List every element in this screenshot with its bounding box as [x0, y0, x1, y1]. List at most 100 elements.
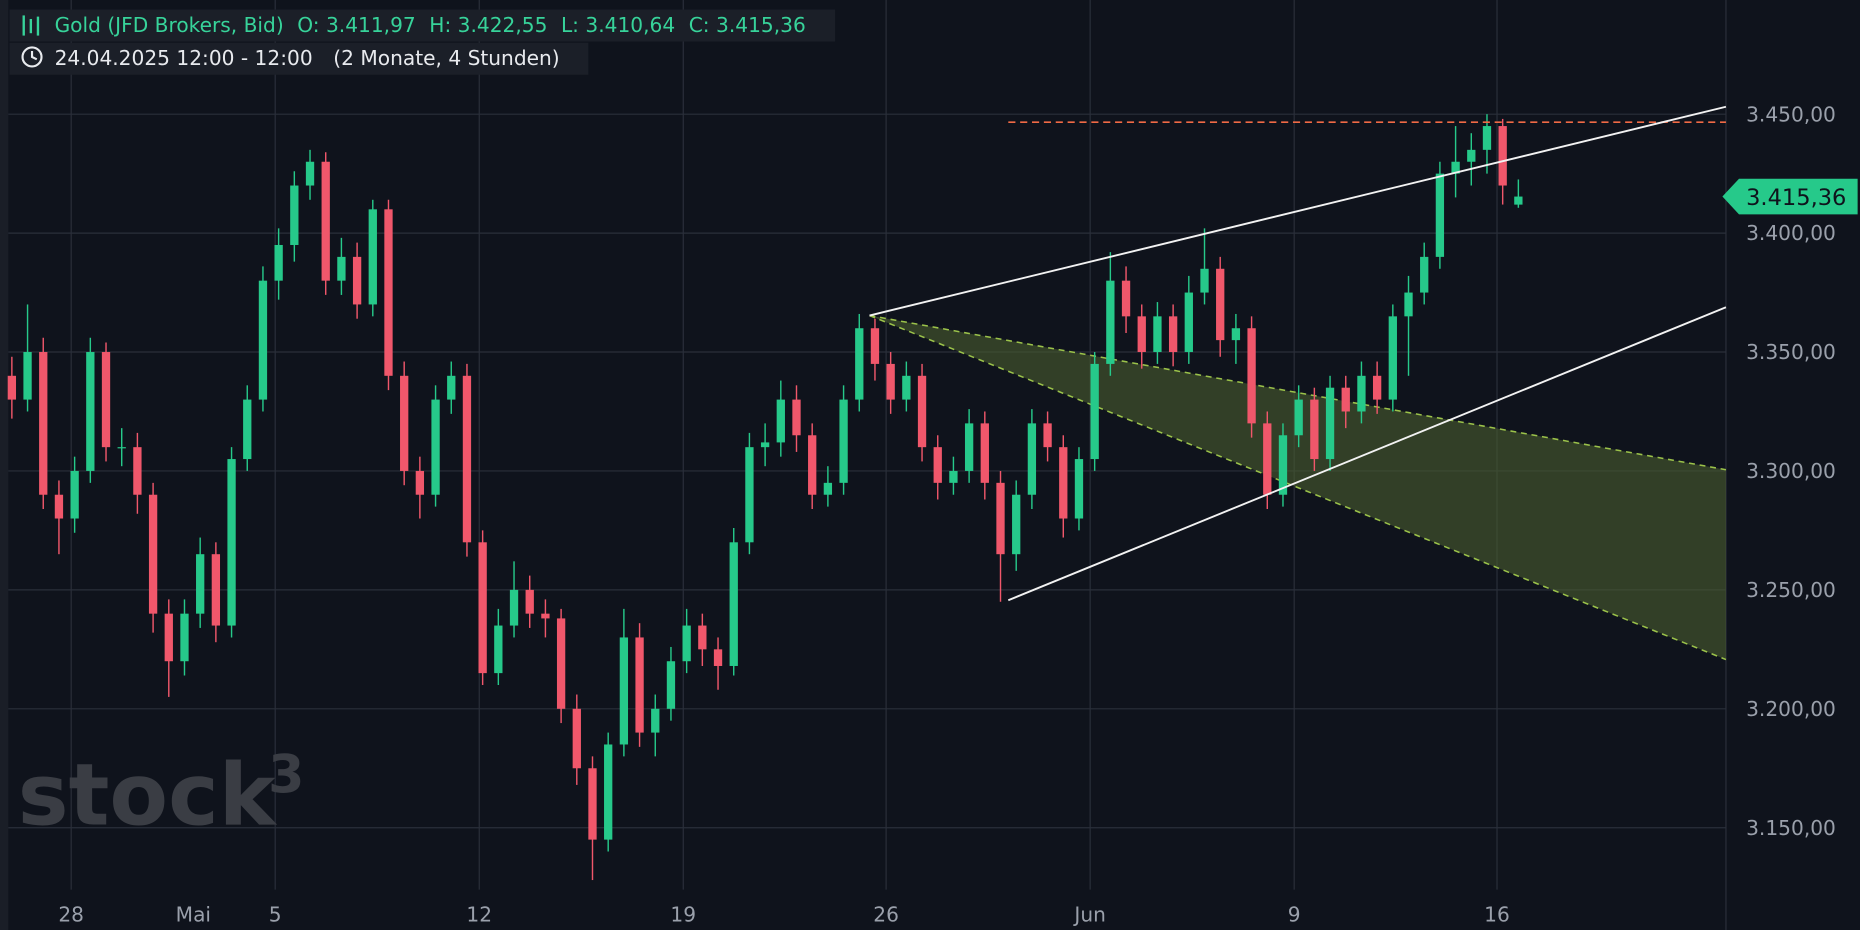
- candle-body: [352, 256, 362, 305]
- candle-body: [447, 375, 456, 400]
- candle-body: [1012, 494, 1021, 555]
- candle-body: [604, 744, 613, 840]
- l-value: 3.410,64: [585, 13, 675, 37]
- candle-body: [1184, 292, 1193, 353]
- candle-body: [964, 423, 974, 471]
- candle-body: [478, 542, 487, 674]
- triangle-edge: [869, 314, 1727, 661]
- trend-line: [869, 105, 1727, 317]
- header-box: [9, 9, 836, 42]
- c-label: C:: [689, 13, 710, 37]
- x-tick-label: 19: [670, 903, 696, 927]
- left-edge: [0, 0, 9, 930]
- bars-icon: [22, 15, 40, 36]
- candle-body: [400, 375, 409, 471]
- candle-body: [933, 447, 942, 483]
- x-tick-label: 5: [269, 903, 282, 927]
- candle-body: [949, 470, 958, 483]
- candle-body: [651, 708, 660, 733]
- candle-body: [1263, 423, 1272, 495]
- candle-body: [682, 625, 691, 662]
- candle-body: [1043, 423, 1052, 448]
- candle-body: [54, 494, 64, 519]
- candle-body: [1341, 387, 1350, 412]
- candle-body: [1357, 375, 1366, 412]
- c-value: 3.415,36: [716, 13, 806, 37]
- candle-body: [635, 637, 644, 733]
- price-tag-label: 3.415,36: [1746, 185, 1846, 211]
- candle-body: [525, 589, 534, 614]
- candle-body: [619, 637, 629, 745]
- h-value: 3.422,55: [458, 13, 548, 37]
- candle-body: [902, 375, 911, 400]
- candle-body: [1498, 126, 1507, 186]
- y-tick-label: 3.400,00: [1746, 221, 1836, 245]
- candle-body: [1514, 196, 1523, 205]
- trend-line: [1007, 306, 1727, 602]
- candle-body: [227, 459, 236, 626]
- candle-body: [23, 352, 32, 400]
- candle-body: [133, 447, 142, 495]
- candle-body: [917, 375, 927, 448]
- candle-body: [886, 363, 895, 400]
- candle-body: [1137, 316, 1146, 353]
- o-value: 3.411,97: [326, 13, 416, 37]
- candle-body: [980, 423, 989, 483]
- l-label: L:: [561, 13, 579, 37]
- header-line: Gold (JFD Brokers, Bid) O: 3.411,97 H: 3…: [55, 13, 806, 37]
- candle-body: [258, 280, 268, 400]
- x-tick-label: 26: [873, 903, 899, 927]
- candle-body: [494, 625, 503, 674]
- candle-body: [117, 447, 126, 449]
- candle-body: [337, 256, 346, 281]
- candle-body: [1153, 316, 1162, 353]
- candle-body: [713, 649, 723, 666]
- x-tick-label: Mai: [176, 903, 211, 927]
- candle-body: [1059, 447, 1068, 519]
- candle-body: [1168, 316, 1178, 353]
- candle-body: [39, 352, 48, 495]
- candle-body: [729, 542, 738, 666]
- candle-body: [1310, 399, 1319, 460]
- candle-body: [86, 352, 95, 471]
- candle-body: [70, 470, 79, 519]
- candle-body: [792, 399, 801, 436]
- x-tick-label: 16: [1484, 903, 1510, 927]
- candle-body: [698, 625, 707, 650]
- candle-body: [1435, 173, 1445, 257]
- candle-body: [1278, 435, 1288, 495]
- candle-body: [996, 482, 1005, 555]
- price-tag: [1722, 178, 1858, 215]
- y-tick-label: 3.450,00: [1746, 102, 1836, 126]
- candle-body: [1231, 328, 1241, 341]
- x-tick-label: 28: [58, 903, 84, 927]
- axes: 3.450,00 3.400,00 3.350,00 3.300,00 3.250,00…: [58, 102, 1858, 927]
- candle-body: [760, 442, 770, 448]
- candle-body: [1467, 149, 1476, 162]
- candle-body: [1247, 328, 1256, 424]
- candle-body: [588, 768, 597, 840]
- candle-body: [541, 613, 550, 619]
- y-tick-label: 3.350,00: [1746, 340, 1836, 364]
- candle-body: [196, 554, 205, 614]
- y-tick-label: 3.250,00: [1746, 578, 1836, 602]
- date: 24.04.2025 12:00 - 12:00: [55, 46, 313, 70]
- candle-body: [666, 661, 676, 709]
- candle-body: [509, 589, 519, 626]
- candle-body: [1027, 423, 1037, 495]
- candle-body: [1200, 268, 1209, 293]
- candle-body: [305, 161, 315, 186]
- candle-body: [1451, 161, 1460, 174]
- y-tick-label: 3.300,00: [1746, 459, 1836, 483]
- watermark: stock: [18, 746, 278, 845]
- candle-body: [745, 447, 754, 543]
- candles: [7, 114, 1523, 881]
- candle-body: [243, 399, 252, 460]
- candle-body: [1404, 292, 1413, 317]
- candle-body: [290, 185, 299, 245]
- candle-body: [1372, 375, 1382, 400]
- candle-body: [1216, 268, 1225, 341]
- candle-body: [1294, 399, 1303, 436]
- candle-body: [1325, 387, 1335, 460]
